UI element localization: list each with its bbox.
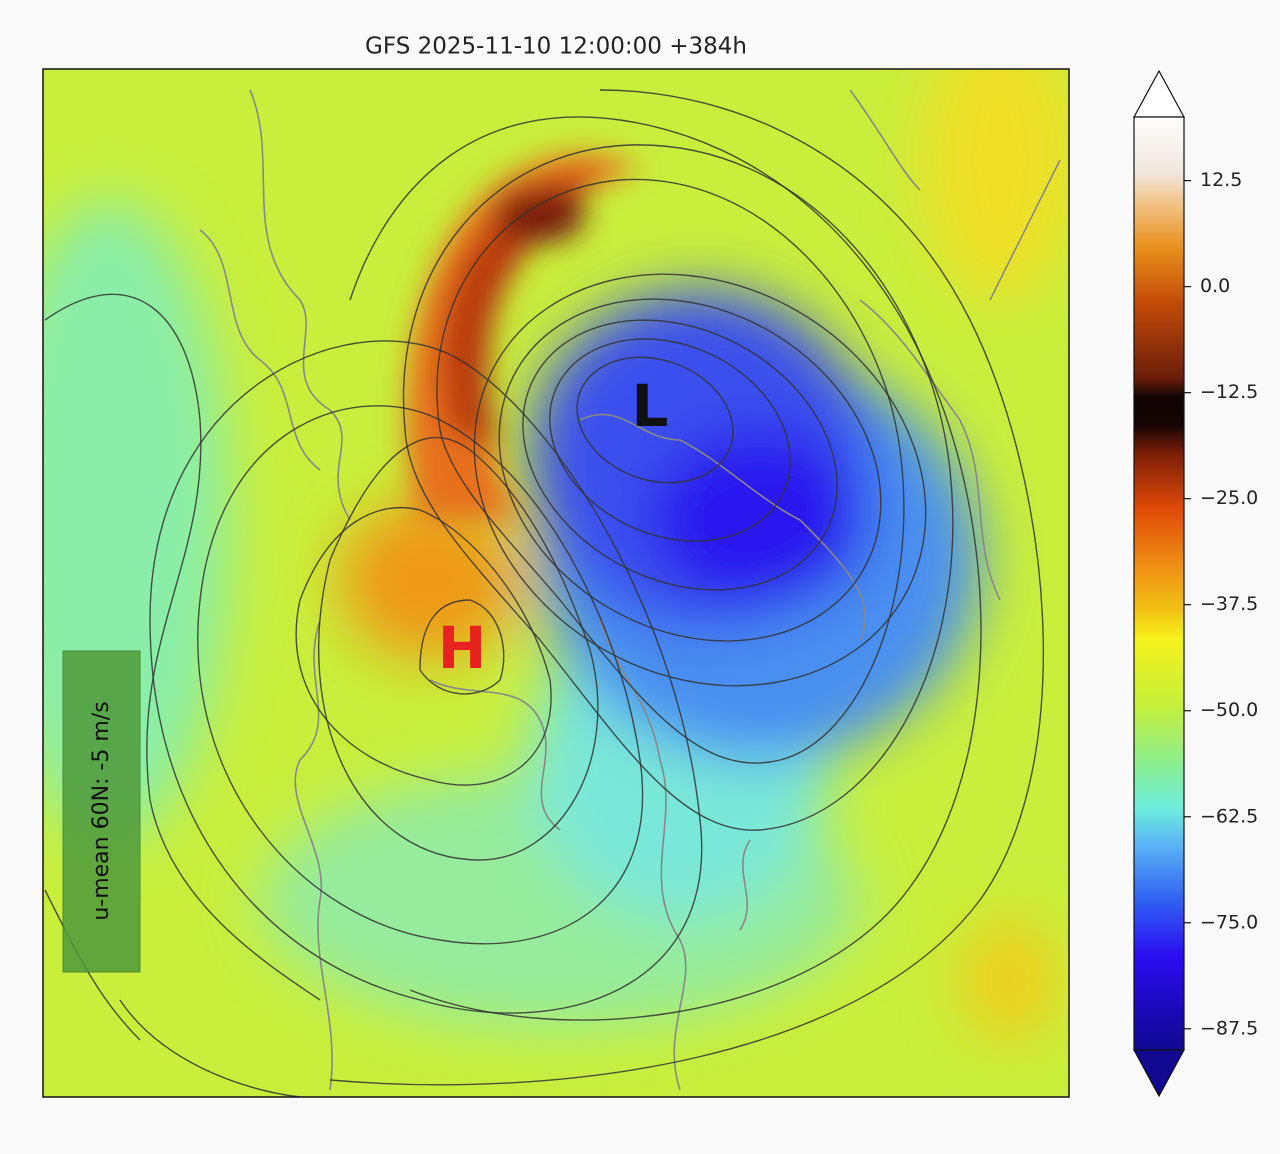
coastlines — [199, 89, 1061, 1091]
field-shading — [43, 69, 1069, 1040]
colorbar-extend-top — [1132, 69, 1186, 118]
contours — [44, 89, 1044, 1097]
colorbar-tick-label: 0.0 — [1200, 275, 1230, 297]
colorbar-tick-label: −25.0 — [1200, 487, 1258, 509]
annotation-box — [62, 650, 141, 973]
map-title: GFS 2025-11-10 12:00:00 +384h — [365, 34, 747, 60]
map-frame — [42, 68, 1070, 1098]
low-label: L — [632, 372, 669, 440]
colorbar-tick-label: −62.5 — [1200, 805, 1258, 827]
jet-shading — [406, 153, 640, 520]
colorbar-tick-label: −87.5 — [1200, 1017, 1258, 1039]
high-label: H — [438, 614, 487, 682]
colorbar: 12.5 0.0 −12.5 −25.0 −37.5 −50.0 −62.5 −75.0 −87… — [1132, 69, 1258, 1098]
colorbar-tick-label: −12.5 — [1200, 381, 1258, 403]
colorbar-tick-label: −50.0 — [1200, 699, 1258, 721]
map: L H u-mean 60N: -5 m/s — [43, 69, 1069, 1097]
colorbar-tick-label: −75.0 — [1200, 911, 1258, 933]
colorbar-extend-bottom — [1132, 1049, 1186, 1098]
colorbar-tick-label: 12.5 — [1200, 169, 1242, 191]
colorbar-scale — [1133, 116, 1185, 1051]
colorbar-tick-label: −37.5 — [1200, 593, 1258, 615]
annotation: u-mean 60N: -5 m/s — [89, 701, 114, 920]
